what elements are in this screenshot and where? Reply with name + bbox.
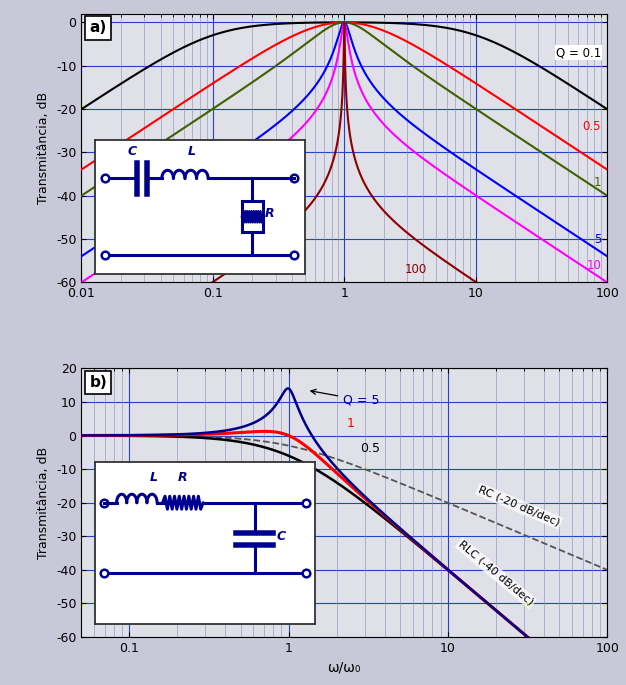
Text: 10: 10 — [587, 258, 601, 271]
Text: RC (-20 dB/dec): RC (-20 dB/dec) — [477, 484, 562, 527]
Text: Q = 0.1: Q = 0.1 — [556, 46, 601, 59]
X-axis label: ω/ω₀: ω/ω₀ — [327, 660, 361, 675]
Y-axis label: Transmitância, dB: Transmitância, dB — [38, 447, 51, 559]
Text: 100: 100 — [404, 263, 427, 276]
Text: 0.5: 0.5 — [583, 120, 601, 133]
Text: a): a) — [90, 21, 106, 36]
Text: b): b) — [90, 375, 107, 390]
Y-axis label: Transmitância, dB: Transmitância, dB — [38, 92, 51, 204]
Text: 1: 1 — [593, 176, 601, 189]
Text: Q = 5: Q = 5 — [311, 389, 380, 407]
Text: 1: 1 — [346, 417, 354, 430]
Text: 5: 5 — [594, 232, 601, 245]
Text: 0.5: 0.5 — [360, 443, 380, 456]
Text: RLC (-40 dB/dec): RLC (-40 dB/dec) — [456, 539, 535, 608]
